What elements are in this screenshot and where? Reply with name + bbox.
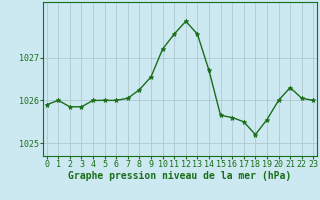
X-axis label: Graphe pression niveau de la mer (hPa): Graphe pression niveau de la mer (hPa) (68, 171, 292, 181)
